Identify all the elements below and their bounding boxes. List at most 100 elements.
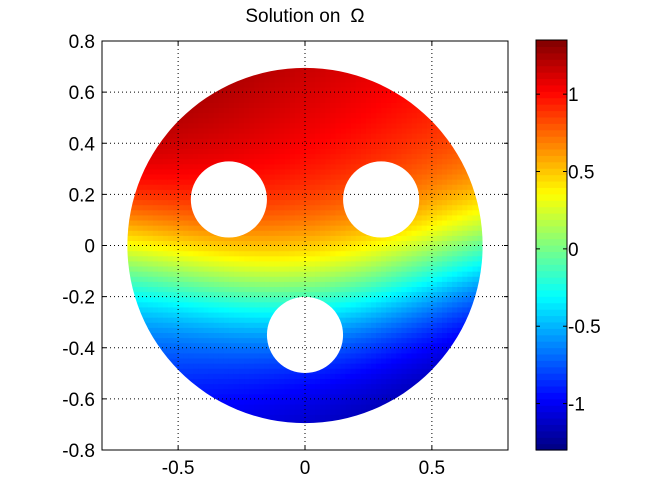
heatmap-cell bbox=[457, 204, 463, 211]
heatmap-cell bbox=[233, 133, 240, 139]
heatmap-cell bbox=[162, 357, 169, 364]
y-tick-label: -0.8 bbox=[62, 441, 95, 462]
heatmap-cell bbox=[198, 337, 205, 344]
heatmap-cell bbox=[264, 138, 271, 144]
heatmap-cell bbox=[350, 317, 357, 323]
heatmap-cell bbox=[249, 76, 255, 83]
heatmap-cell bbox=[203, 301, 210, 308]
heatmap-cell bbox=[436, 117, 443, 124]
heatmap-cell bbox=[305, 363, 311, 369]
heatmap-cell bbox=[259, 393, 265, 400]
heatmap-cell bbox=[320, 184, 326, 190]
heatmap-cell bbox=[472, 209, 479, 216]
heatmap-cell bbox=[228, 347, 235, 354]
heatmap-cell bbox=[228, 184, 235, 190]
heatmap-cell bbox=[152, 194, 159, 201]
heatmap-cell bbox=[472, 199, 479, 206]
heatmap-cell bbox=[244, 209, 250, 216]
heatmap-cell bbox=[198, 301, 205, 308]
heatmap-cell bbox=[452, 281, 458, 287]
heatmap-cell bbox=[183, 363, 189, 369]
heatmap-cell bbox=[325, 327, 331, 334]
heatmap-cell bbox=[162, 148, 169, 155]
heatmap-cell bbox=[218, 214, 225, 221]
heatmap-cell bbox=[178, 332, 184, 339]
heatmap-cell bbox=[239, 403, 245, 410]
heatmap-cell bbox=[467, 260, 474, 267]
heatmap-cell bbox=[447, 347, 453, 354]
heatmap-cell bbox=[147, 173, 154, 180]
heatmap-cell bbox=[406, 143, 413, 149]
heatmap-cell bbox=[279, 143, 286, 149]
heatmap-cell bbox=[350, 378, 357, 385]
heatmap-cell bbox=[320, 337, 326, 344]
heatmap-cell bbox=[340, 127, 347, 134]
heatmap-cell bbox=[396, 306, 403, 313]
heatmap-cell bbox=[198, 122, 205, 129]
heatmap-cell bbox=[218, 296, 225, 303]
heatmap-cell bbox=[223, 209, 230, 216]
heatmap-cell bbox=[299, 383, 306, 390]
heatmap-cell bbox=[330, 117, 337, 124]
heatmap-cell bbox=[299, 127, 306, 134]
heatmap-cell bbox=[203, 158, 210, 165]
heatmap-cell bbox=[340, 194, 347, 201]
heatmap-cell bbox=[274, 107, 281, 114]
heatmap-cell bbox=[203, 286, 210, 293]
heatmap-cell bbox=[350, 127, 357, 134]
heatmap-cell bbox=[178, 296, 184, 303]
heatmap-cell bbox=[299, 265, 306, 272]
heatmap-cell bbox=[315, 117, 321, 124]
heatmap-cell bbox=[264, 240, 271, 247]
heatmap-cell bbox=[162, 276, 169, 282]
heatmap-cell bbox=[320, 148, 326, 155]
heatmap-cell bbox=[401, 393, 408, 400]
heatmap-cell bbox=[259, 250, 265, 257]
heatmap-cell bbox=[279, 209, 286, 216]
heatmap-cell bbox=[203, 209, 210, 216]
heatmap-cell bbox=[203, 92, 210, 98]
heatmap-cell bbox=[330, 342, 337, 349]
heatmap-cell bbox=[167, 189, 174, 195]
heatmap-cell bbox=[325, 291, 331, 298]
heatmap-cell bbox=[381, 184, 387, 190]
heatmap-cell bbox=[426, 322, 433, 328]
heatmap-cell bbox=[289, 117, 296, 124]
heatmap-cell bbox=[142, 184, 149, 190]
heatmap-cell bbox=[391, 322, 397, 328]
heatmap-cell bbox=[213, 403, 220, 410]
heatmap-cell bbox=[360, 189, 367, 195]
heatmap-cell bbox=[147, 306, 154, 313]
heatmap-cell bbox=[391, 260, 397, 267]
heatmap-cell bbox=[167, 327, 174, 334]
heatmap-cell bbox=[355, 260, 362, 267]
heatmap-cell bbox=[350, 240, 357, 247]
heatmap-cell bbox=[274, 184, 281, 190]
heatmap-cell bbox=[269, 184, 276, 190]
heatmap-cell bbox=[218, 173, 225, 180]
heatmap-cell bbox=[310, 194, 316, 201]
heatmap-cell bbox=[436, 311, 443, 318]
heatmap-cell bbox=[284, 153, 291, 160]
heatmap-cell bbox=[284, 271, 291, 277]
heatmap-cell bbox=[310, 122, 316, 129]
heatmap-cell bbox=[274, 153, 281, 160]
heatmap-cell bbox=[254, 168, 260, 175]
heatmap-cell bbox=[193, 143, 200, 149]
heatmap-cell bbox=[416, 189, 423, 195]
heatmap-cell bbox=[396, 311, 403, 318]
heatmap-cell bbox=[360, 311, 367, 318]
heatmap-cell bbox=[228, 271, 235, 277]
heatmap-cell bbox=[391, 92, 397, 98]
heatmap-cell bbox=[244, 158, 250, 165]
heatmap-cell bbox=[330, 317, 337, 323]
heatmap-cell bbox=[411, 301, 418, 308]
heatmap-cell bbox=[350, 286, 357, 293]
heatmap-cell bbox=[249, 194, 255, 201]
heatmap-cell bbox=[381, 255, 387, 262]
heatmap-cell bbox=[294, 301, 301, 308]
heatmap-cell bbox=[208, 204, 215, 211]
heatmap-cell bbox=[305, 398, 311, 405]
heatmap-cell bbox=[233, 143, 240, 149]
heatmap-cell bbox=[284, 87, 291, 93]
